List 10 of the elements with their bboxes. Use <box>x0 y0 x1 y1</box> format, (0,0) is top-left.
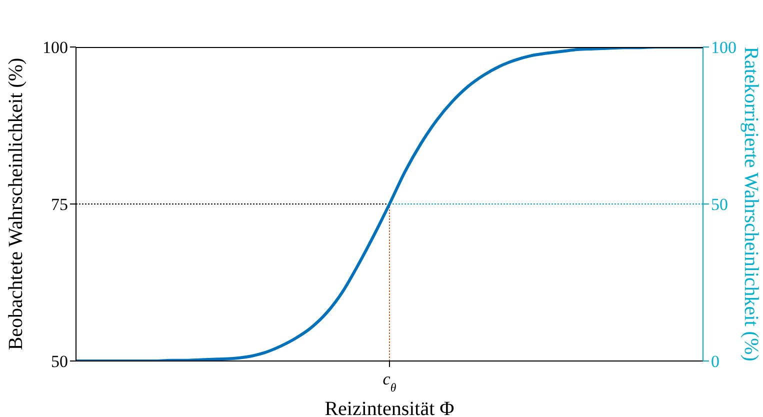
x-tick-label: c$_{θ}$ <box>382 369 396 394</box>
y2-tick-label: 50 <box>711 195 728 214</box>
y-tick-label: 75 <box>51 195 68 214</box>
y-tick-label: 100 <box>42 38 68 58</box>
y2-axis-title: Ratekorrigierte Wahrscheinlichkeit (%) <box>740 46 762 362</box>
y2-tick-label: 100 <box>711 38 736 58</box>
x-axis-title: Reizintensität Φ <box>324 398 455 417</box>
y2-tick-label: 0 <box>711 352 720 372</box>
y-axis-title: Beobachtete Wahrscheinlichkeit (%) <box>5 58 27 350</box>
y-tick-label: 50 <box>51 352 68 372</box>
